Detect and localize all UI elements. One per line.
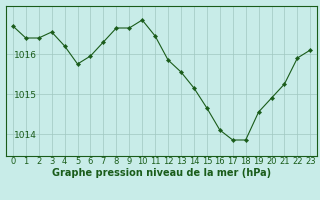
X-axis label: Graphe pression niveau de la mer (hPa): Graphe pression niveau de la mer (hPa) [52, 168, 271, 178]
